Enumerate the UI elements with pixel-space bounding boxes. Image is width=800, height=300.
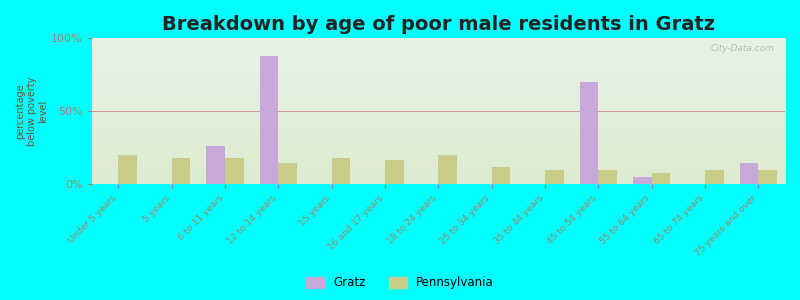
Bar: [118, 155, 137, 184]
Bar: [172, 158, 190, 184]
Bar: [740, 163, 758, 184]
Bar: [332, 158, 350, 184]
Title: Breakdown by age of poor male residents in Gratz: Breakdown by age of poor male residents …: [162, 15, 715, 34]
Bar: [438, 155, 457, 184]
Text: City-Data.com: City-Data.com: [710, 44, 774, 53]
Bar: [385, 160, 404, 184]
Legend: Gratz, Pennsylvania: Gratz, Pennsylvania: [302, 272, 498, 294]
Bar: [758, 170, 777, 184]
Bar: [278, 163, 297, 184]
Bar: [598, 170, 617, 184]
Bar: [260, 56, 278, 184]
Bar: [492, 167, 510, 184]
Y-axis label: percentage
below poverty
level: percentage below poverty level: [15, 76, 48, 146]
Bar: [705, 170, 724, 184]
Bar: [580, 82, 598, 184]
Bar: [652, 173, 670, 184]
Bar: [545, 170, 564, 184]
Bar: [225, 158, 244, 184]
Bar: [633, 177, 652, 184]
Bar: [206, 146, 225, 184]
